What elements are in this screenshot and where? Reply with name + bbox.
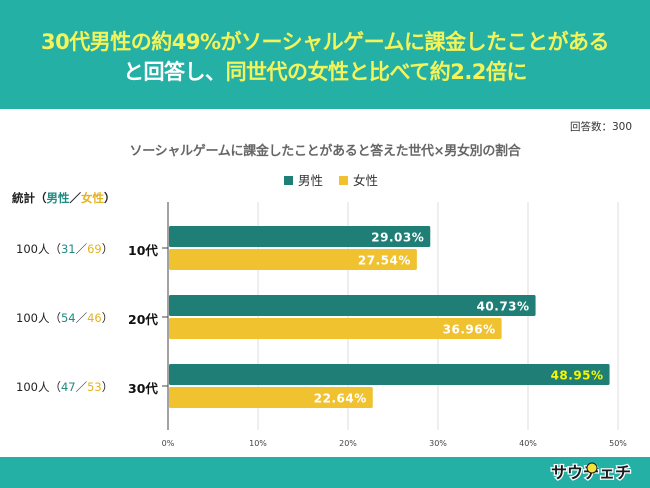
bar-value-label: 29.03% (371, 231, 424, 245)
bar-value-label: 48.95% (551, 369, 604, 383)
stats-male-count: 31 (60, 242, 76, 256)
bar-female (169, 318, 502, 339)
x-tick-label: 50% (609, 439, 627, 448)
legend-swatch-female (338, 176, 348, 185)
header-banner: 30代男性の約49%がソーシャルゲームに課金したことがある と回答し、同世代の女… (0, 0, 650, 109)
category-label: 30代 (128, 381, 158, 396)
stats-total: 100人（ (16, 242, 61, 256)
respondent-count: 回答数：300 (569, 121, 632, 133)
stats-female-count: 46 (87, 311, 102, 325)
stats-female-count: 69 (87, 242, 102, 256)
mascot-helmet-icon (586, 462, 598, 474)
headline-line-2-yellow: 同世代の女性と比べて約2.2倍に (225, 60, 528, 84)
stats-total: 100人（ (16, 380, 61, 394)
stats-sep: ／ (75, 380, 88, 394)
bar-male (169, 364, 610, 385)
stats-close: ） (101, 242, 114, 256)
bar-value-label: 22.64% (314, 392, 367, 406)
legend-label-male: 男性 (297, 173, 323, 188)
x-tick-label: 0% (162, 439, 175, 448)
legend-label-female: 女性 (352, 173, 378, 188)
stats-total: 100人（ (16, 311, 61, 325)
bar-female (169, 249, 417, 270)
chart-title: ソーシャルゲームに課金したことがあると答えた世代×男女別の割合 (129, 144, 521, 159)
bar-male (169, 226, 431, 247)
bar-value-label: 40.73% (477, 300, 530, 314)
bar-male (169, 295, 536, 316)
stats-heading-prefix: 統計（ (12, 191, 47, 205)
headline-line-2-white: と回答し、 (123, 60, 226, 84)
stats-row-20s: 100人（54／46） (16, 310, 113, 326)
stats-heading: 統計（男性／女性） (12, 190, 116, 206)
category-label: 20代 (128, 312, 158, 327)
stats-close: ） (101, 311, 114, 325)
stats-heading-male: 男性 (46, 191, 70, 205)
chart-legend: 男性 女性 (0, 170, 650, 189)
bar-chart: 0% 10% 20% 30% 40% 50% 29.03% 27.54% 40.73% 36.96… (162, 202, 627, 448)
x-tick-label: 40% (519, 439, 537, 448)
bar-value-label: 36.96% (443, 323, 496, 337)
x-tick-label: 30% (429, 439, 447, 448)
brand-logo: サウチェチ (550, 462, 632, 484)
headline-line-2: と回答し、同世代の女性と比べて約2.2倍に (0, 57, 650, 87)
stats-heading-sep: ／ (69, 191, 82, 205)
stats-sep: ／ (75, 242, 88, 256)
x-tick-label: 10% (249, 439, 267, 448)
stats-heading-female: 女性 (81, 191, 104, 205)
headline-line-1: 30代男性の約49%がソーシャルゲームに課金したことがある (41, 30, 609, 54)
x-tick-label: 20% (339, 439, 357, 448)
stats-male-count: 54 (60, 311, 76, 325)
stats-row-30s: 100人（47／53） (16, 379, 113, 395)
footer-banner: サウチェチ (0, 457, 650, 488)
stats-male-count: 47 (60, 380, 76, 394)
bar-value-label: 27.54% (358, 254, 411, 268)
category-label: 10代 (128, 243, 158, 258)
stats-heading-suffix: ） (104, 191, 116, 205)
bar-female (169, 387, 373, 408)
stats-row-10s: 100人（31／69） (16, 241, 113, 257)
stats-female-count: 53 (87, 380, 102, 394)
stats-sep: ／ (75, 311, 88, 325)
legend-swatch-male (283, 176, 293, 185)
stats-close: ） (101, 380, 114, 394)
